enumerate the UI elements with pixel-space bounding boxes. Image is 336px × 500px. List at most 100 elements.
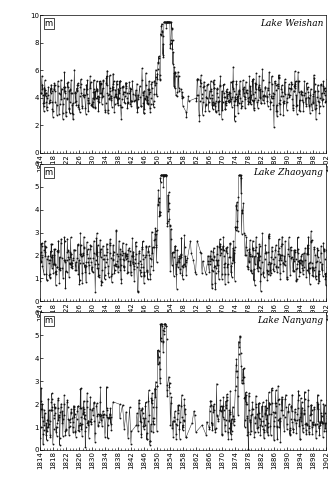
Point bbox=[300, 98, 306, 106]
Point bbox=[146, 242, 151, 250]
Point bbox=[71, 403, 76, 411]
Point bbox=[237, 342, 242, 350]
Point bbox=[214, 89, 219, 97]
Point bbox=[102, 270, 108, 278]
Point bbox=[266, 388, 271, 396]
Point bbox=[79, 252, 84, 260]
Point bbox=[164, 18, 170, 26]
Point bbox=[157, 365, 162, 373]
Point bbox=[253, 86, 259, 94]
Point bbox=[130, 234, 135, 242]
Point bbox=[214, 256, 219, 264]
Point bbox=[94, 248, 100, 256]
Point bbox=[57, 253, 62, 261]
Point bbox=[323, 419, 328, 427]
Point bbox=[68, 252, 73, 260]
Point bbox=[69, 89, 74, 97]
Point bbox=[173, 72, 178, 80]
Point bbox=[82, 263, 87, 271]
Point bbox=[297, 268, 303, 276]
Point bbox=[311, 90, 316, 98]
Point bbox=[319, 412, 324, 420]
Point bbox=[73, 427, 78, 435]
Point bbox=[170, 433, 176, 441]
Point bbox=[58, 235, 64, 243]
Point bbox=[317, 109, 322, 117]
Point bbox=[49, 390, 54, 398]
Point bbox=[168, 40, 173, 48]
Point bbox=[191, 256, 196, 264]
Point bbox=[257, 242, 262, 250]
Point bbox=[58, 76, 64, 84]
Point bbox=[310, 92, 316, 100]
Point bbox=[154, 428, 160, 436]
Point bbox=[299, 88, 304, 96]
Point bbox=[136, 95, 141, 103]
Point bbox=[298, 87, 304, 95]
Point bbox=[278, 254, 283, 262]
Point bbox=[169, 394, 174, 402]
Point bbox=[228, 96, 233, 104]
Point bbox=[285, 90, 291, 98]
Point bbox=[170, 60, 175, 68]
Point bbox=[271, 417, 277, 425]
Point bbox=[165, 216, 170, 224]
Point bbox=[214, 250, 220, 258]
Point bbox=[142, 104, 147, 112]
Point bbox=[159, 171, 164, 179]
Point bbox=[39, 239, 44, 247]
Point bbox=[225, 260, 230, 268]
Point bbox=[240, 85, 245, 93]
Point bbox=[278, 414, 283, 422]
Point bbox=[252, 428, 257, 436]
Point bbox=[295, 404, 300, 412]
Point bbox=[234, 368, 240, 376]
Point bbox=[261, 426, 267, 434]
Point bbox=[108, 236, 113, 244]
Point bbox=[134, 104, 139, 112]
Point bbox=[38, 404, 44, 412]
Point bbox=[159, 171, 165, 179]
Point bbox=[101, 251, 106, 259]
Point bbox=[130, 260, 135, 268]
Point bbox=[208, 246, 214, 254]
Point bbox=[300, 404, 305, 411]
Point bbox=[54, 111, 59, 119]
Point bbox=[307, 280, 312, 288]
Point bbox=[250, 246, 256, 254]
Point bbox=[264, 248, 269, 256]
Point bbox=[274, 402, 279, 410]
Point bbox=[145, 397, 151, 405]
Point bbox=[279, 85, 284, 93]
Point bbox=[279, 240, 285, 248]
Point bbox=[76, 426, 81, 434]
Point bbox=[178, 86, 184, 94]
Point bbox=[53, 267, 59, 275]
Point bbox=[54, 263, 60, 271]
Point bbox=[83, 268, 88, 276]
Point bbox=[125, 104, 130, 112]
Point bbox=[287, 92, 292, 100]
Point bbox=[237, 171, 242, 179]
Point bbox=[135, 104, 140, 112]
Point bbox=[131, 90, 136, 98]
Point bbox=[80, 104, 85, 112]
Point bbox=[231, 237, 236, 245]
Point bbox=[235, 217, 240, 225]
Point bbox=[153, 378, 158, 386]
Point bbox=[321, 77, 326, 85]
Point bbox=[307, 424, 312, 432]
Point bbox=[228, 262, 234, 270]
Point bbox=[114, 250, 120, 258]
Point bbox=[299, 261, 304, 269]
Point bbox=[212, 102, 217, 110]
Point bbox=[303, 273, 309, 281]
Point bbox=[54, 263, 59, 271]
Point bbox=[201, 83, 206, 91]
Point bbox=[267, 271, 272, 279]
Point bbox=[285, 94, 290, 102]
Point bbox=[140, 410, 145, 418]
Point bbox=[55, 247, 60, 255]
Point bbox=[45, 416, 50, 424]
Point bbox=[231, 421, 237, 429]
